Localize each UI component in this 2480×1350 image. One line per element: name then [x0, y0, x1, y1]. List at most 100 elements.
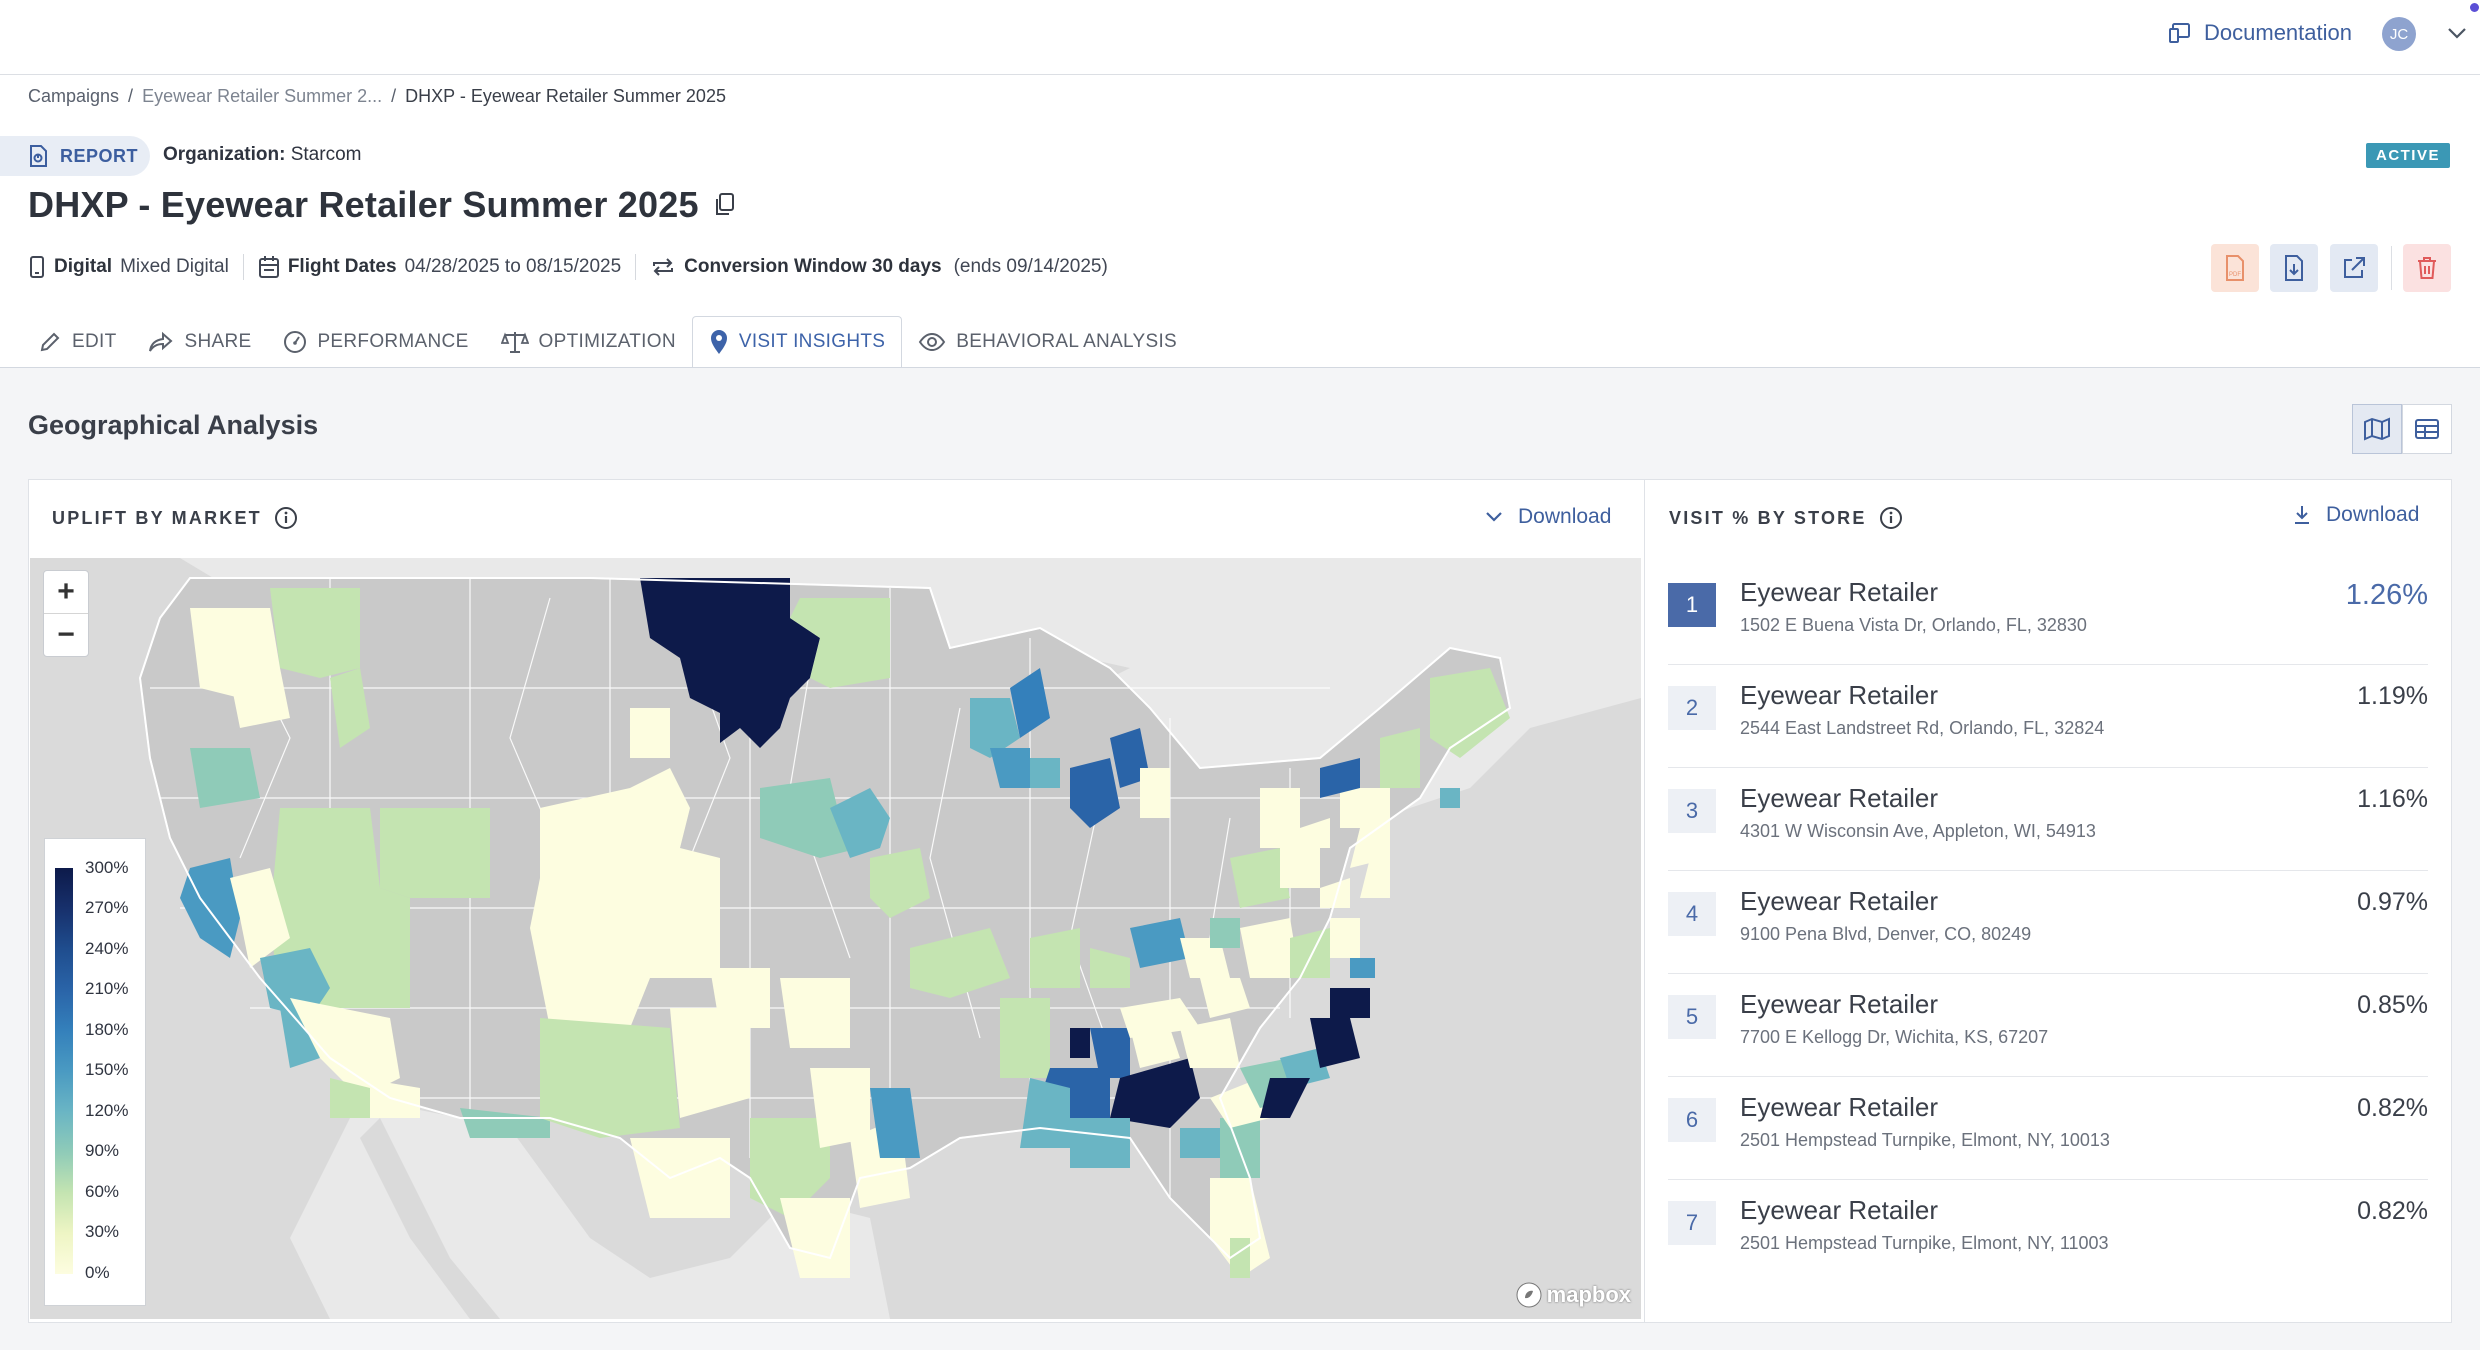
page-title-row: DHXP - Eyewear Retailer Summer 2025	[28, 184, 735, 226]
breadcrumb-separator: /	[391, 86, 397, 106]
table-view-button[interactable]	[2402, 404, 2452, 454]
channel-value: Mixed Digital	[120, 256, 229, 277]
store-row[interactable]: 1 Eyewear Retailer 1502 E Buena Vista Dr…	[1668, 561, 2428, 665]
store-row[interactable]: 5 Eyewear Retailer 7700 E Kellogg Dr, Wi…	[1668, 973, 2428, 1077]
tab-optimization[interactable]: OPTIMIZATION	[485, 316, 692, 368]
report-label: REPORT	[60, 145, 139, 166]
share-icon	[149, 331, 174, 352]
flight-dates-value: 04/28/2025 to 08/15/2025	[404, 256, 622, 277]
legend-label: 180%	[85, 1020, 129, 1039]
store-visit-pct: 0.97%	[2357, 888, 2428, 916]
store-row[interactable]: 3 Eyewear Retailer 4301 W Wisconsin Ave,…	[1668, 767, 2428, 871]
chevron-down-icon[interactable]	[2446, 24, 2468, 42]
store-panel-header: VISIT % BY STORE	[1669, 506, 1903, 530]
store-address: 1502 E Buena Vista Dr, Orlando, FL, 3283…	[1740, 615, 2087, 635]
store-address: 2544 East Landstreet Rd, Orlando, FL, 32…	[1740, 718, 2105, 738]
map-view-button[interactable]	[2352, 404, 2402, 454]
mapbox-label: mapbox	[1546, 1282, 1631, 1307]
tab-visit-insights[interactable]: VISIT INSIGHTS	[691, 316, 903, 368]
tab-label: PERFORMANCE	[317, 331, 469, 352]
legend-label: 150%	[85, 1060, 129, 1079]
channel-info: Digital Mixed Digital	[28, 255, 229, 279]
zoom-in-button[interactable]: +	[57, 575, 75, 608]
store-visit-pct: 1.16%	[2357, 785, 2428, 813]
conversion-window-value: (ends 09/14/2025)	[953, 256, 1108, 277]
uplift-panel-header: UPLIFT BY MARKET	[52, 506, 298, 530]
map-canvas	[30, 558, 1641, 1319]
campaign-meta: Digital Mixed Digital Flight Dates 04/28…	[28, 254, 1108, 280]
legend-label: 300%	[85, 858, 129, 877]
notification-dot	[2470, 3, 2479, 12]
store-rank: 6	[1668, 1098, 1716, 1142]
divider	[635, 254, 637, 280]
external-link-icon	[2344, 257, 2365, 278]
report-pill: REPORT	[0, 136, 150, 176]
store-rank: 4	[1668, 892, 1716, 936]
avatar[interactable]: JC	[2382, 17, 2416, 51]
pdf-icon: PDF	[2226, 255, 2244, 281]
delete-button[interactable]	[2403, 244, 2451, 292]
info-icon[interactable]	[274, 506, 298, 530]
documentation-label: Documentation	[2204, 20, 2352, 45]
info-icon[interactable]	[1879, 506, 1903, 530]
store-rank: 2	[1668, 686, 1716, 730]
store-row[interactable]: 4 Eyewear Retailer 9100 Pena Blvd, Denve…	[1668, 870, 2428, 974]
conversion-window-label: Conversion Window 30 days	[684, 256, 942, 277]
status-badge: ACTIVE	[2365, 143, 2450, 168]
conversion-window-info: Conversion Window 30 days (ends 09/14/20…	[650, 256, 1108, 278]
store-panel	[1644, 479, 2452, 1323]
zoom-out-button[interactable]: −	[44, 613, 88, 656]
section-title: Geographical Analysis	[28, 410, 319, 440]
report-icon	[30, 145, 47, 167]
tab-performance[interactable]: PERFORMANCE	[267, 316, 484, 368]
tab-label: OPTIMIZATION	[538, 331, 676, 352]
open-external-button[interactable]	[2330, 244, 2378, 292]
pencil-icon	[40, 332, 60, 352]
page-title: DHXP - Eyewear Retailer Summer 2025	[28, 184, 699, 225]
store-rank: 3	[1668, 789, 1716, 833]
legend-label: 270%	[85, 898, 129, 917]
store-title: VISIT % BY STORE	[1669, 507, 1867, 528]
download-label: Download	[1518, 505, 1612, 528]
store-name: Eyewear Retailer	[1740, 783, 1938, 813]
tab-edit[interactable]: EDIT	[22, 316, 132, 368]
divider	[242, 254, 244, 280]
store-visit-pct: 0.82%	[2357, 1197, 2428, 1225]
breadcrumb: Campaigns / Eyewear Retailer Summer 2...…	[28, 86, 726, 107]
store-rank: 1	[1668, 583, 1716, 627]
tab-label: BEHAVIORAL ANALYSIS	[956, 331, 1178, 352]
organization-value: Starcom	[290, 144, 362, 165]
legend-label: 0%	[85, 1263, 110, 1282]
download-report-button[interactable]	[2270, 244, 2318, 292]
store-row[interactable]: 7 Eyewear Retailer 2501 Hempstead Turnpi…	[1668, 1179, 2428, 1282]
flight-dates-label: Flight Dates	[287, 256, 397, 277]
store-name: Eyewear Retailer	[1740, 989, 1938, 1019]
tab-share[interactable]: SHARE	[132, 316, 267, 368]
copy-icon[interactable]	[713, 192, 735, 218]
store-name: Eyewear Retailer	[1740, 1092, 1938, 1122]
legend-label: 90%	[85, 1141, 120, 1160]
trash-icon	[2418, 257, 2436, 279]
download-icon	[2295, 506, 2309, 524]
store-rank: 5	[1668, 995, 1716, 1039]
store-row[interactable]: 6 Eyewear Retailer 2501 Hempstead Turnpi…	[1668, 1076, 2428, 1180]
tab-behavioral-analysis[interactable]: BEHAVIORAL ANALYSIS	[902, 316, 1193, 368]
legend-label: 120%	[85, 1101, 129, 1120]
export-pdf-button[interactable]: PDF	[2211, 244, 2259, 292]
map-icon	[2364, 417, 2390, 441]
store-name: Eyewear Retailer	[1740, 680, 1938, 710]
uplift-download-button[interactable]: Download	[1484, 505, 1611, 529]
breadcrumb-campaigns[interactable]: Campaigns	[28, 86, 120, 106]
scale-icon	[500, 332, 529, 353]
breadcrumb-campaign[interactable]: Eyewear Retailer Summer 2...	[142, 86, 383, 106]
legend-label: 60%	[85, 1182, 120, 1201]
download-label: Download	[2326, 503, 2420, 526]
mapbox-attribution[interactable]: mapbox	[1515, 1281, 1631, 1309]
documentation-link[interactable]: Documentation	[2168, 18, 2352, 48]
store-download-button[interactable]: Download	[2292, 503, 2419, 527]
store-row[interactable]: 2 Eyewear Retailer 2544 East Landstreet …	[1668, 664, 2428, 768]
uplift-map[interactable]: + − 300% 27	[30, 558, 1641, 1319]
organization-label: Organization:	[163, 144, 286, 165]
documentation-icon	[2169, 23, 2191, 43]
tab-label: SHARE	[184, 331, 252, 352]
